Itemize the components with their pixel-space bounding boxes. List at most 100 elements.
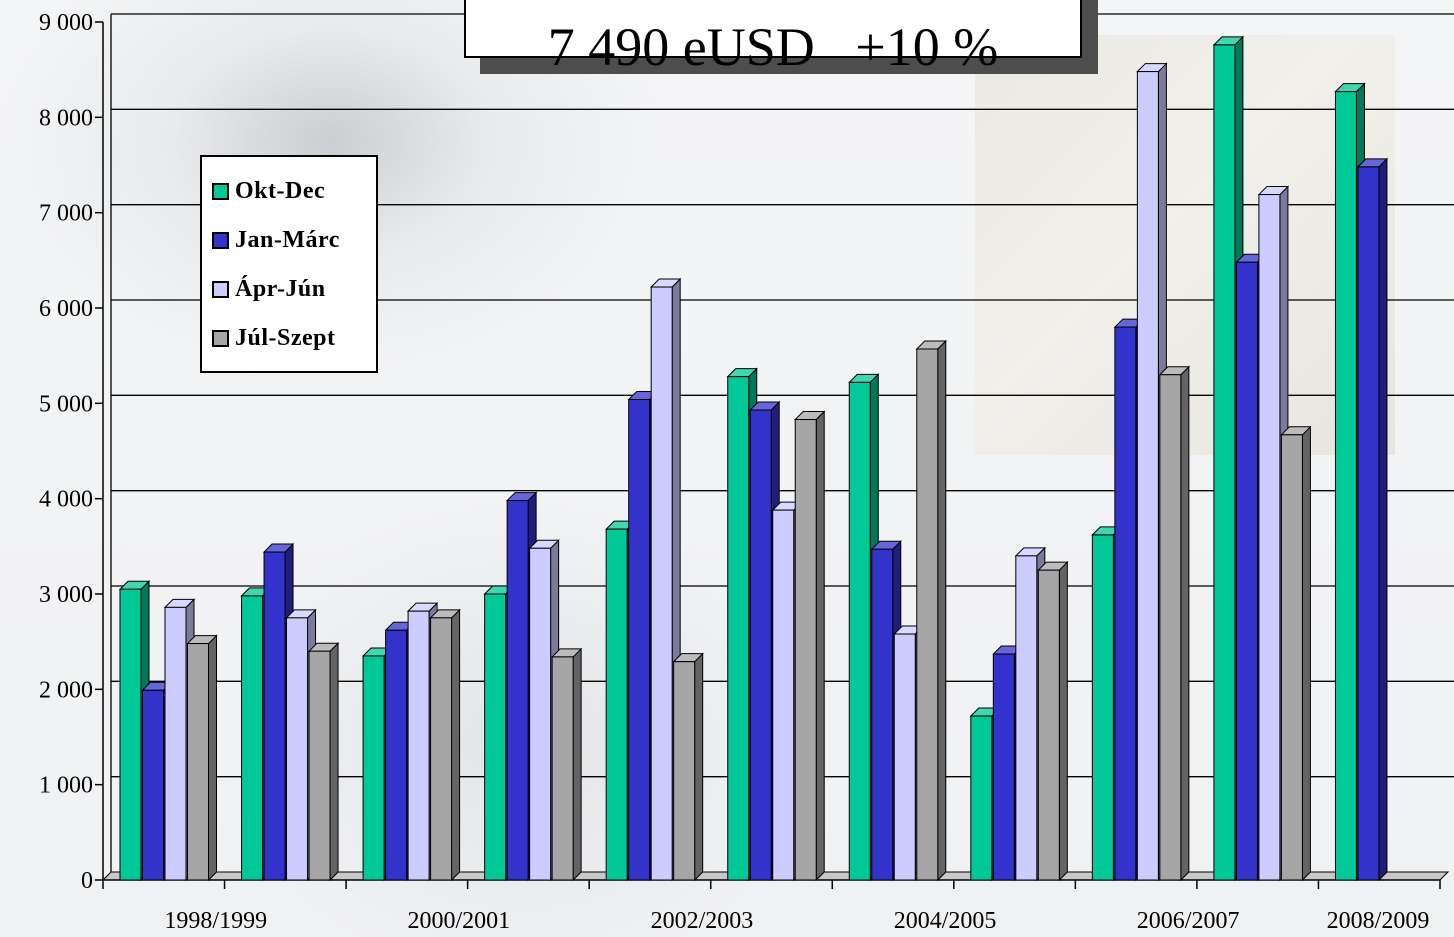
- x-tick-label: 2002/2003: [651, 908, 754, 934]
- y-tick-label: 9 000: [39, 10, 93, 36]
- bar-front: [1334, 91, 1357, 881]
- bar-front: [605, 528, 628, 881]
- bar-front: [430, 617, 453, 881]
- bar: [672, 652, 704, 882]
- y-tick-label: 1 000: [39, 773, 93, 799]
- bar-front: [794, 419, 817, 881]
- callout-text: 7 490 eUSD +10 %: [547, 17, 999, 77]
- bar: [794, 410, 826, 882]
- legend-swatch-apr-jun: [212, 281, 229, 298]
- y-tick-label: 0: [81, 868, 93, 894]
- bar-front: [893, 633, 916, 881]
- legend-swatch-jul-szept: [212, 330, 229, 347]
- y-tick-label: 3 000: [39, 582, 93, 608]
- bar: [915, 339, 947, 882]
- bar-front: [1091, 534, 1114, 881]
- bar-front: [506, 500, 529, 881]
- bar-front: [484, 593, 507, 881]
- bar: [1280, 425, 1312, 882]
- bar-front: [628, 399, 651, 881]
- bar-front: [970, 715, 993, 881]
- bar-front: [749, 409, 772, 881]
- bar-front: [1280, 434, 1303, 881]
- bar-front: [1213, 44, 1236, 881]
- bar-side: [937, 339, 947, 882]
- y-tick-label: 8 000: [39, 105, 93, 131]
- bar-front: [992, 653, 1015, 881]
- bar-front: [1037, 569, 1060, 881]
- bar-side: [694, 652, 704, 882]
- bar-front: [187, 643, 209, 881]
- bar-front: [1159, 374, 1182, 881]
- bar-front: [263, 551, 286, 881]
- bar-front: [142, 689, 164, 881]
- bar-front: [241, 595, 264, 881]
- callout-box: 7 490 eUSD +10 %: [464, 0, 1082, 74]
- bar-front: [650, 286, 673, 881]
- bar-side: [1180, 365, 1190, 882]
- bar-front: [1136, 71, 1159, 881]
- y-tick-label: 4 000: [39, 487, 93, 513]
- legend-label-jan-marc: Jan-Márc: [235, 227, 340, 253]
- bar-front: [727, 376, 750, 881]
- bar-front: [1357, 166, 1380, 881]
- x-tick-labels: 1998/1999 2000/2001 2002/2003 2004/2005 2006…: [164, 908, 1429, 934]
- bar-side: [1301, 425, 1311, 882]
- legend-item-jan-marc: Jan-Márc: [212, 216, 368, 265]
- bar-side: [1058, 560, 1068, 882]
- bar-front: [286, 617, 309, 881]
- bar-side: [1378, 157, 1388, 882]
- bar-side: [572, 647, 582, 882]
- bar-front: [308, 650, 331, 881]
- bar-side: [208, 634, 217, 882]
- bar: [1158, 365, 1191, 882]
- legend-item-jul-szept: Júl-Szept: [212, 314, 368, 363]
- legend-swatch-jan-marc: [212, 232, 229, 249]
- x-tick-label: 2004/2005: [894, 908, 997, 934]
- bar-side: [815, 410, 825, 882]
- y-tick-label: 7 000: [39, 201, 93, 227]
- bar: [649, 277, 682, 882]
- bar-front: [1015, 555, 1038, 881]
- bar: [1356, 157, 1389, 882]
- x-tick-label: 2006/2007: [1137, 908, 1240, 934]
- x-tick-label: 2008/2009: [1327, 908, 1430, 934]
- legend-label-okt-dec: Okt-Dec: [235, 178, 326, 204]
- bar-front: [916, 348, 939, 881]
- legend: Okt-Dec Jan-Márc Ápr-Jún Júl-Szept: [200, 155, 378, 373]
- bar: [307, 641, 340, 882]
- bar-front: [551, 656, 574, 881]
- bars: [118, 35, 1389, 882]
- bar-side: [451, 608, 461, 882]
- bar-front: [772, 509, 795, 881]
- bar: [429, 608, 461, 882]
- legend-item-apr-jun: Ápr-Jún: [212, 265, 368, 314]
- y-tick-label: 6 000: [39, 296, 93, 322]
- bar-front: [1235, 261, 1258, 881]
- legend-item-okt-dec: Okt-Dec: [212, 167, 368, 216]
- x-tick-label: 1998/1999: [164, 908, 267, 934]
- bar-front: [673, 661, 696, 881]
- bar-front: [407, 610, 430, 881]
- x-tick-label: 2000/2001: [408, 908, 511, 934]
- bar-front: [362, 655, 385, 881]
- bar-front: [871, 548, 894, 881]
- legend-label-jul-szept: Júl-Szept: [235, 325, 336, 351]
- legend-swatch-okt-dec: [212, 183, 229, 200]
- bar-front: [164, 606, 187, 881]
- bar: [1037, 560, 1069, 882]
- y-tick-labels: 0 1 000 2 000 3 000 4 000 5 000 6 000 7 000 8 00…: [39, 10, 93, 894]
- bar-front: [1114, 326, 1137, 881]
- bar-front: [529, 547, 552, 881]
- bar-front: [848, 381, 871, 881]
- bar: [550, 647, 583, 882]
- bar-side: [329, 641, 339, 882]
- bar-front: [119, 588, 142, 881]
- y-tick-label: 5 000: [39, 391, 93, 417]
- legend-label-apr-jun: Ápr-Jún: [235, 276, 326, 302]
- bar: [186, 634, 218, 882]
- bar-front: [385, 629, 408, 881]
- y-tick-label: 2 000: [39, 677, 93, 703]
- bar-front: [1258, 194, 1281, 881]
